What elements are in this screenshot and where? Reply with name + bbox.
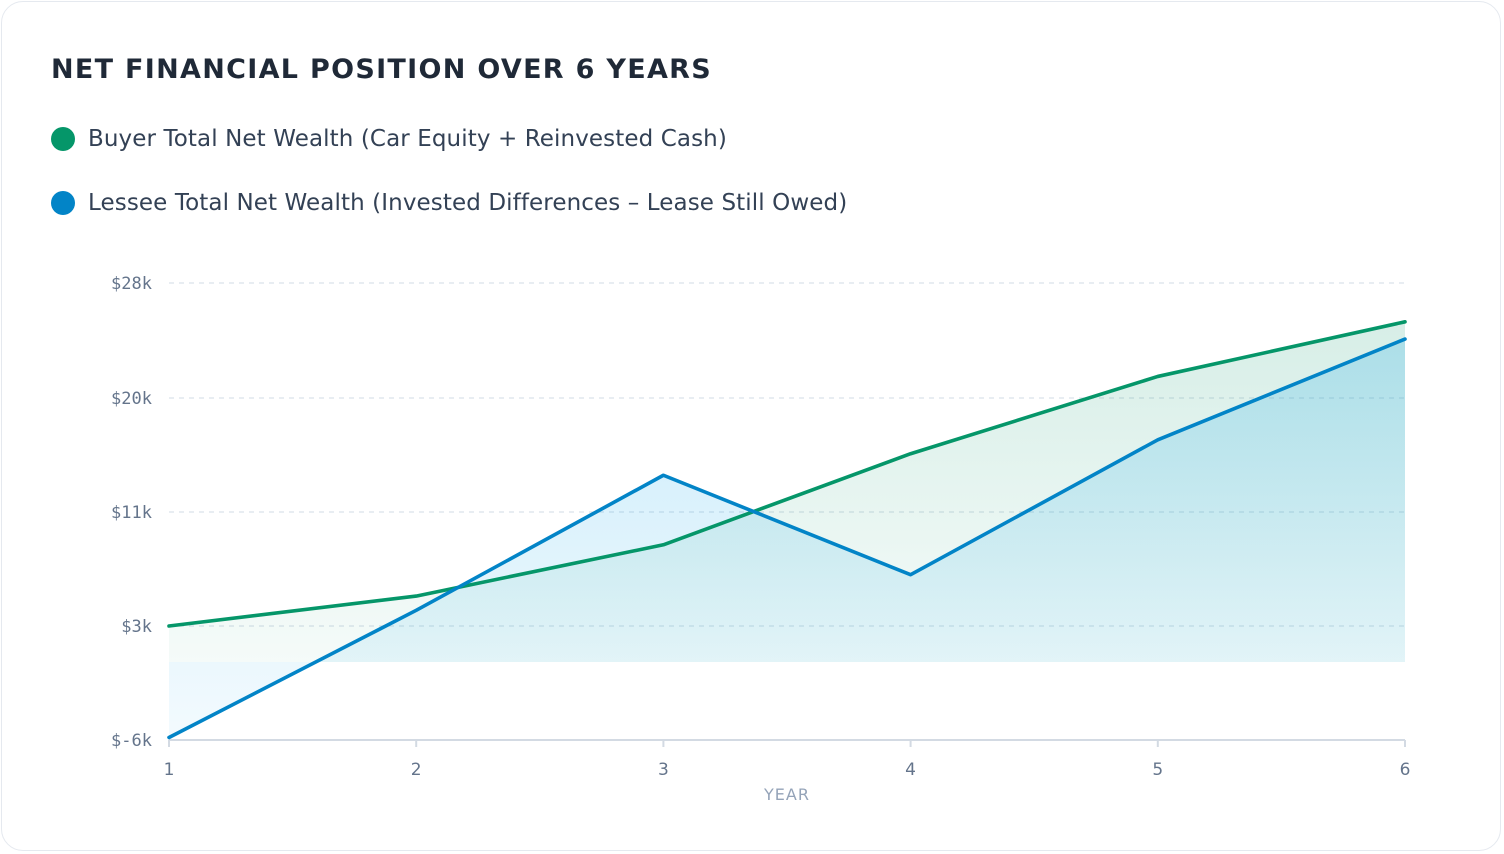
axes (168, 739, 1406, 747)
series-area-lessee (169, 339, 1405, 738)
legend-dot-lessee (51, 191, 75, 215)
legend-item-buyer[interactable]: Buyer Total Net Wealth (Car Equity + Rei… (51, 122, 847, 156)
legend-dot-buyer (51, 127, 75, 151)
series-areas (169, 321, 1405, 738)
y-tick-label: $11k (111, 503, 152, 523)
legend-label-lessee: Lessee Total Net Wealth (Invested Differ… (88, 190, 848, 216)
series-line-buyer[interactable] (167, 320, 1407, 628)
y-tick-label: $28k (111, 274, 152, 294)
x-axis-title: YEAR (763, 785, 810, 804)
legend-item-lessee[interactable]: Lessee Total Net Wealth (Invested Differ… (51, 186, 847, 220)
x-tick-label: 6 (1400, 760, 1411, 780)
x-tick-label: 5 (1152, 760, 1163, 780)
x-tick-label: 1 (164, 760, 175, 780)
x-tick-label: 4 (905, 760, 916, 780)
series-line-lessee[interactable] (167, 337, 1407, 740)
y-tick-label: $20k (111, 389, 152, 409)
x-tick-label: 3 (658, 760, 669, 780)
y-tick-label: $-6k (111, 731, 152, 751)
chart-legend: Buyer Total Net Wealth (Car Equity + Rei… (51, 122, 847, 250)
x-tick-label: 2 (411, 760, 422, 780)
legend-label-buyer: Buyer Total Net Wealth (Car Equity + Rei… (88, 126, 727, 152)
chart-title: NET FINANCIAL POSITION OVER 6 YEARS (51, 54, 713, 85)
y-tick-label: $3k (121, 617, 152, 637)
tick-labels: $-6k $3k $11k $20k $28k 1 2 3 4 5 6 YEAR (111, 274, 1410, 804)
series-lines (167, 320, 1407, 740)
